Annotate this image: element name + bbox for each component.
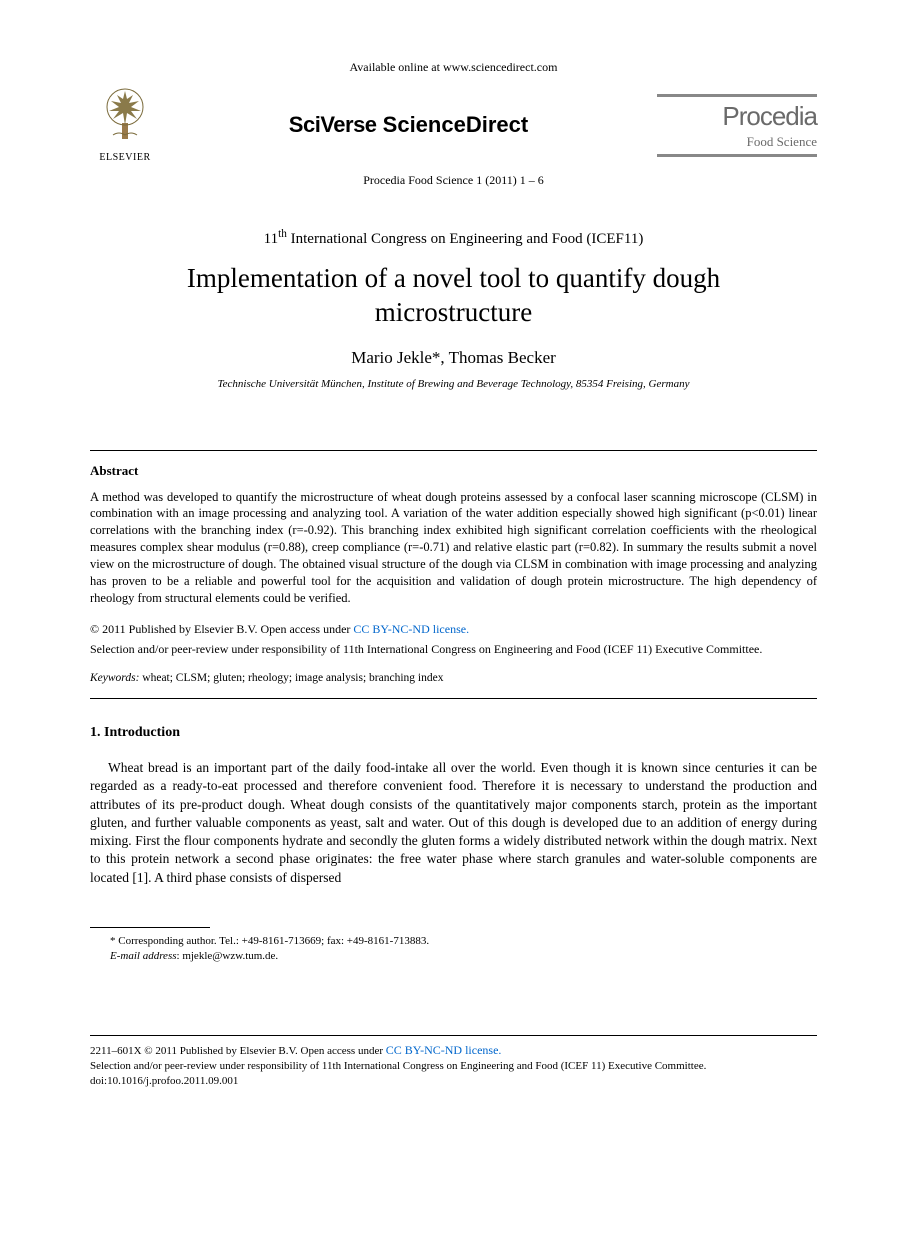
corresponding-footnote: * Corresponding author. Tel.: +49-8161-7… bbox=[110, 934, 817, 949]
open-access-text: Open access under bbox=[257, 622, 353, 636]
intro-body: Wheat bread is an important part of the … bbox=[90, 759, 817, 887]
procedia-block: Procedia Food Science bbox=[657, 90, 817, 161]
elsevier-logo: ELSEVIER bbox=[90, 85, 160, 165]
congress-prefix: 11 bbox=[264, 231, 278, 247]
paper-title: Implementation of a novel tool to quanti… bbox=[120, 262, 787, 330]
email-label: E-mail address bbox=[110, 950, 177, 962]
email-value: : mjekle@wzw.tum.de. bbox=[177, 950, 279, 962]
page-container: Available online at www.sciencedirect.co… bbox=[0, 0, 907, 1140]
license-link-2[interactable]: CC BY-NC-ND license. bbox=[386, 1043, 502, 1057]
affiliation: Technische Universität München, Institut… bbox=[90, 378, 817, 390]
issn-text: 2211–601X © 2011 Published by Elsevier B… bbox=[90, 1045, 298, 1057]
footnote-rule bbox=[90, 927, 210, 928]
authors: Mario Jekle*, Thomas Becker bbox=[90, 348, 817, 368]
copyright-line: © 2011 Published by Elsevier B.V. Open a… bbox=[90, 621, 817, 638]
congress-rest: International Congress on Engineering an… bbox=[287, 231, 643, 247]
license-link[interactable]: CC BY-NC-ND license. bbox=[353, 622, 469, 636]
procedia-top-bar bbox=[657, 94, 817, 97]
journal-citation: Procedia Food Science 1 (2011) 1 – 6 bbox=[90, 173, 817, 188]
keywords-label: Keywords: bbox=[90, 672, 142, 684]
intro-heading: 1. Introduction bbox=[90, 725, 817, 741]
copyright-text: © 2011 Published by Elsevier B.V. bbox=[90, 622, 257, 636]
keywords: Keywords: wheat; CLSM; gluten; rheology;… bbox=[90, 672, 817, 684]
sciencedirect-text: ScienceDirect bbox=[377, 112, 529, 137]
abstract-body: A method was developed to quantify the m… bbox=[90, 489, 817, 607]
abstract-top-rule bbox=[90, 450, 817, 451]
header-row: ELSEVIER SciVerse ScienceDirect Procedia… bbox=[90, 85, 817, 165]
bottom-rule bbox=[90, 1035, 817, 1036]
open-access-2: Open access under bbox=[298, 1045, 386, 1057]
procedia-brand: Procedia bbox=[657, 101, 817, 132]
elsevier-tree-icon bbox=[95, 85, 155, 145]
sciverse-block: SciVerse ScienceDirect bbox=[160, 112, 657, 138]
keywords-list: wheat; CLSM; gluten; rheology; image ana… bbox=[142, 672, 443, 684]
available-online: Available online at www.sciencedirect.co… bbox=[90, 60, 817, 75]
email-footnote: E-mail address: mjekle@wzw.tum.de. bbox=[110, 949, 817, 964]
selection-line: Selection and/or peer-review under respo… bbox=[90, 641, 817, 658]
doi: doi:10.1016/j.profoo.2011.09.001 bbox=[90, 1074, 817, 1089]
elsevier-label: ELSEVIER bbox=[90, 152, 160, 163]
procedia-bottom-bar bbox=[657, 154, 817, 157]
bottom-selection: Selection and/or peer-review under respo… bbox=[90, 1059, 817, 1074]
congress-sup: th bbox=[278, 228, 287, 240]
sciverse-text: SciVerse bbox=[289, 112, 377, 137]
procedia-sub: Food Science bbox=[657, 134, 817, 150]
congress-line: 11th International Congress on Engineeri… bbox=[90, 228, 817, 248]
abstract-heading: Abstract bbox=[90, 463, 817, 479]
abstract-bottom-rule bbox=[90, 698, 817, 699]
bottom-issn: 2211–601X © 2011 Published by Elsevier B… bbox=[90, 1042, 817, 1059]
